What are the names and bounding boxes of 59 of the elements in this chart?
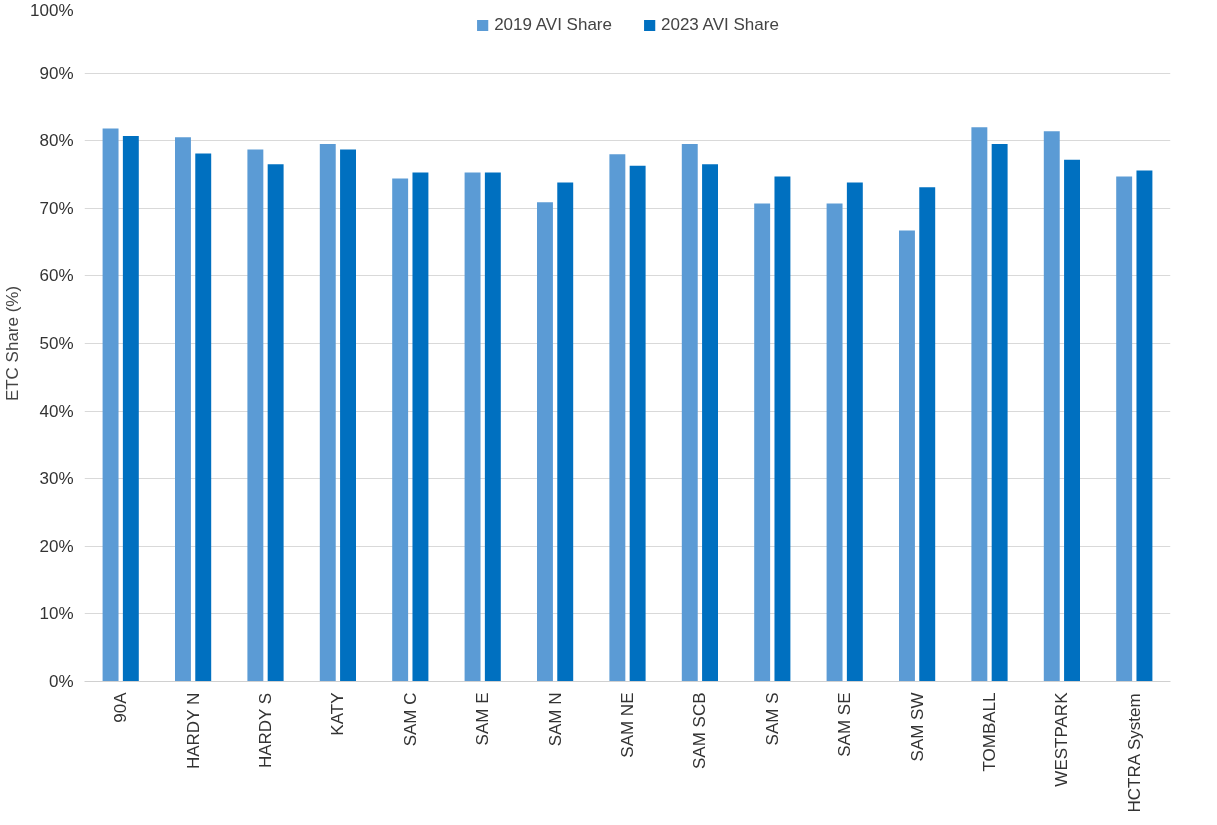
x-tick-label: SAM E [473,692,493,746]
y-tick-label: 10% [39,604,74,624]
bar [774,176,791,682]
x-tick-label: SAM N [545,692,565,747]
y-tick-label: 20% [39,536,74,556]
bar [557,182,574,682]
bar [195,153,212,682]
x-tick-label: KATY [328,692,348,736]
y-tick-label: 40% [39,401,74,421]
y-tick-label: 60% [39,266,74,286]
bar [899,230,915,682]
y-tick-label: 70% [39,198,74,218]
bar [1116,176,1133,682]
bar [991,144,1008,682]
bar [846,182,863,682]
y-tick-label: 100% [30,0,74,20]
x-tick-label: HARDY N [183,692,203,770]
x-tick-label: WESTPARK [1052,691,1072,787]
legend-label: 2019 AVI Share [494,15,612,35]
bar [754,203,771,682]
bar [1136,170,1153,682]
x-tick-label: SAM NE [618,692,637,758]
bar [464,172,481,682]
legend-label: 2023 AVI Share [661,15,779,35]
x-tick-label: SAM C [400,692,420,747]
bar [681,144,698,682]
bar [319,144,336,682]
x-tick-label: SAM SE [835,692,855,757]
x-tick-label: HARDY S [256,692,275,769]
x-tick-label: SAM S [762,692,782,746]
bar [484,172,501,682]
bar [392,178,409,682]
x-tick-label: TOMBALL [980,692,999,772]
bar [971,127,988,682]
x-tick-label: HCTRA System [1124,693,1144,813]
x-tick-label: 90A [111,691,131,723]
y-tick-label: 90% [39,63,74,83]
bar [175,137,191,682]
bar [122,135,139,682]
bar [702,164,718,682]
bar [609,154,626,682]
x-tick-label: SAM SW [907,692,927,762]
y-tick-label: 80% [39,131,74,151]
bar [537,202,553,682]
bar [1043,131,1060,682]
y-tick-label: 50% [39,334,74,353]
x-tick-label: SAM SCB [690,692,710,770]
bar [412,172,429,682]
bar [826,203,843,682]
bar [629,165,646,682]
bar [267,164,284,682]
bar [247,149,264,682]
bar [1064,159,1080,682]
bar [340,149,356,682]
y-axis-title: ETC Share (%) [3,285,23,402]
y-tick-label: 30% [39,469,74,489]
y-tick-label: 0% [48,672,74,691]
bar [919,187,936,682]
bar [102,128,119,682]
